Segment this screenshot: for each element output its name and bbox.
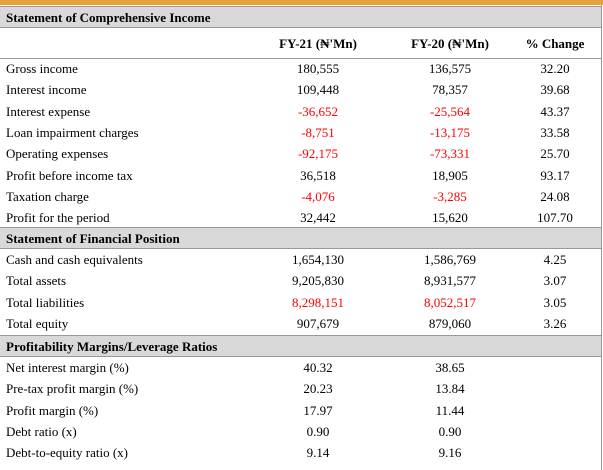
row-label: Debt ratio (x) [6,423,77,439]
row-label: Total equity [6,315,69,331]
row-value: 3.07 [543,273,567,289]
column-header-row [0,28,601,59]
row-value: 109,448 [296,82,340,98]
row-value: 9,205,830 [292,273,344,289]
row-value: 0.90 [438,423,462,439]
row-value: 8,298,151 [292,294,344,310]
row-value: 15,620 [432,210,468,226]
row-value: 18,905 [432,167,468,183]
section-header: Profitability Margins/Leverage Ratios [0,335,601,357]
row-value: 33.58 [540,124,570,140]
row-value: -4,076 [301,188,335,204]
row-value: -13,175 [429,124,471,140]
row-value: 13.84 [435,381,465,397]
row-value: -36,652 [297,103,339,119]
row-value: 180,555 [296,61,340,76]
row-value: 40.32 [303,360,333,375]
row-value: 879,060 [428,315,472,331]
row-label: Interest income [6,82,87,98]
row-label: Total liabilities [6,294,85,310]
row-value: 11.44 [435,402,465,418]
row-label: Operating expenses [6,146,109,162]
row-value: 36,518 [300,167,336,183]
row-value: 9.14 [306,445,330,461]
row-value: -92,175 [297,146,339,162]
row-value: 78,357 [432,82,468,98]
row-value: 93.17 [540,167,570,183]
row-value: 9.16 [438,445,462,461]
section-header: Statement of Comprehensive Income [0,6,601,28]
column-header: % Change [525,36,585,51]
row-label: Pre-tax profit margin (%) [6,381,139,397]
section-header: Statement of Financial Position [0,227,601,249]
row-value: 1,586,769 [424,252,476,267]
row-value: -73,331 [429,146,471,162]
row-value: -3,285 [433,188,467,204]
row-value: -25,564 [429,103,471,119]
column-header: FY-21 (₦'Mn) [279,36,357,51]
row-label: Profit margin (%) [6,402,99,418]
row-value: 43.37 [540,103,570,119]
row-label: Total assets [6,273,67,289]
row-value: 39.68 [540,82,570,98]
row-value: 8,931,577 [424,273,476,289]
row-value: 0.90 [306,423,330,439]
row-label: Interest expense [6,103,91,119]
row-label: Profit for the period [6,210,110,226]
row-value: 3.26 [543,315,567,331]
row-label: Gross income [6,61,78,76]
row-value: 32.20 [540,61,570,76]
column-header: FY-20 (₦'Mn) [411,36,489,51]
row-value: 17.97 [303,402,333,418]
row-label: Debt-to-equity ratio (x) [6,445,129,461]
row-value: -8,751 [301,124,335,140]
row-value: 8,052,517 [424,294,476,310]
row-value: 38.65 [435,360,465,375]
row-value: 20.23 [303,381,333,397]
row-value: 25.70 [540,146,570,162]
row-value: 107.70 [537,210,573,226]
row-label: Loan impairment charges [6,124,139,140]
row-value: 1,654,130 [292,252,344,267]
row-value: 4.25 [543,252,567,267]
row-label: Profit before income tax [6,167,133,183]
table-edge [601,5,602,470]
title-bar [0,0,603,5]
row-value: 3.05 [543,294,567,310]
row-value: 136,575 [428,61,472,76]
row-value: 32,442 [300,210,336,226]
row-label: Net interest margin (%) [6,360,129,375]
row-value: 907,679 [296,315,340,331]
row-value: 24.08 [540,188,570,204]
row-label: Taxation charge [6,188,89,204]
row-label: Cash and cash equivalents [6,252,143,267]
